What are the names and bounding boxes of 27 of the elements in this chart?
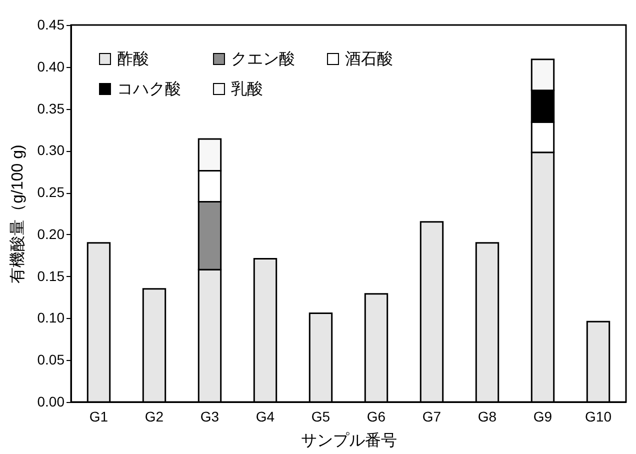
legend-label: クエン酸: [231, 50, 295, 68]
x-tick-label: G3: [200, 408, 220, 424]
legend-label: 酒石酸: [345, 50, 393, 68]
y-tick-label: 0.25: [37, 184, 65, 200]
x-tick-label: G10: [585, 408, 612, 424]
y-axis-title: 有機酸量（g/100 g): [8, 144, 26, 284]
x-tick-label: G7: [422, 408, 442, 424]
y-tick-label: 0.20: [37, 226, 65, 242]
y-tick-label: 0.05: [37, 352, 65, 368]
y-tick-label: 0.10: [37, 310, 65, 326]
legend-label: コハク酸: [117, 80, 181, 98]
legend-label: 酢酸: [117, 50, 149, 68]
x-tick-label: G8: [478, 408, 497, 424]
y-tick-label: 0.40: [37, 58, 65, 74]
x-tick-label: G5: [311, 408, 330, 424]
x-tick-label: G6: [366, 408, 386, 424]
y-tick-label: 0.30: [37, 142, 65, 158]
x-axis-title: サンプル番号: [301, 432, 397, 450]
y-tick-label: 0.00: [37, 394, 65, 410]
y-tick-label: 0.15: [37, 268, 65, 284]
x-tick-label: G4: [256, 408, 275, 424]
legend-label: 乳酸: [231, 80, 263, 98]
x-tick-label: G2: [144, 408, 164, 424]
x-tick-label: G9: [533, 408, 552, 424]
x-tick-label: G1: [89, 408, 108, 424]
y-tick-label: 0.35: [37, 100, 65, 116]
y-tick-label: 0.45: [37, 16, 65, 32]
